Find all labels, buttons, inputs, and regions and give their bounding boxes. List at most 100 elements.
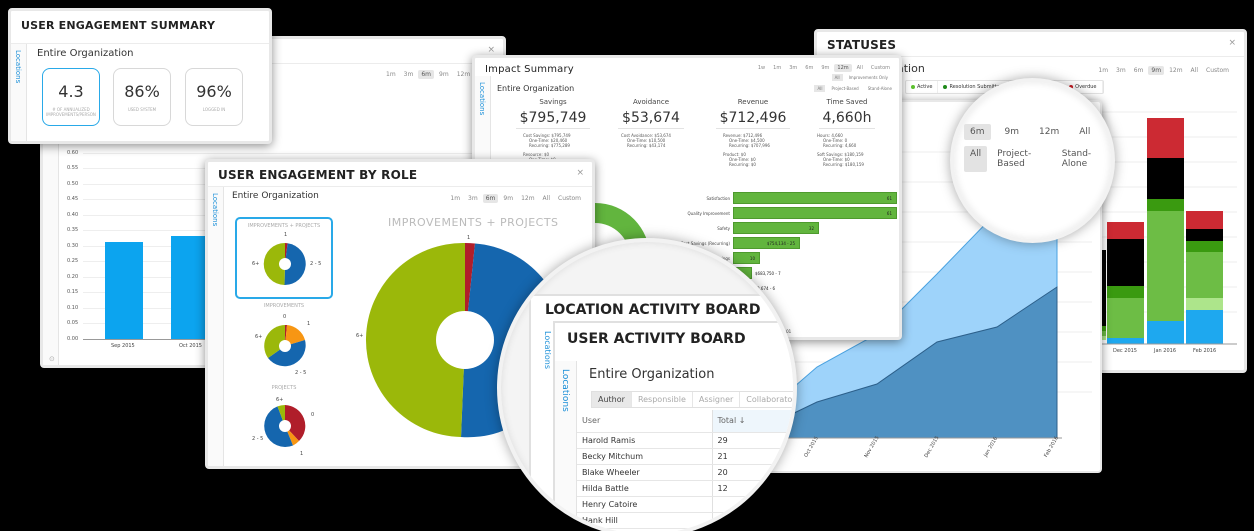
mini-chart-improvements-projects[interactable]: [235, 217, 333, 299]
range-12m[interactable]: 12m: [834, 64, 852, 72]
y-tick: 0.05: [67, 320, 79, 326]
column-header-user[interactable]: User: [577, 410, 712, 433]
divider: [208, 186, 592, 187]
table-row[interactable]: Becky Mitchum 21: [577, 448, 793, 465]
range-1m[interactable]: 1m: [1098, 67, 1109, 74]
tab-responsible[interactable]: Responsible: [632, 392, 693, 407]
impact-bar[interactable]: Satisfaction 61: [707, 192, 897, 204]
range-9m[interactable]: 9m: [1004, 127, 1020, 137]
y-tick: 0.10: [67, 305, 79, 311]
close-icon[interactable]: ×: [1228, 38, 1236, 48]
locations-tab[interactable]: Locations: [208, 187, 224, 466]
range-1m[interactable]: 1m: [450, 195, 461, 202]
locations-tab[interactable]: Locations: [11, 44, 27, 141]
locations-tab[interactable]: Locations: [543, 331, 552, 370]
range-12m[interactable]: 12m: [456, 71, 471, 78]
filter-project-based[interactable]: Project-Based: [831, 86, 859, 91]
range-12m[interactable]: 12m: [1169, 67, 1183, 74]
locations-sidebar[interactable]: Locations: [555, 361, 577, 531]
y-tick: 0.00: [67, 336, 79, 342]
column-header-total[interactable]: Total ↓: [711, 410, 793, 433]
filter-improvements-only[interactable]: Improvements Only: [848, 75, 888, 80]
table-row[interactable]: Harold Ramis 29: [577, 432, 793, 449]
range-9m[interactable]: 9m: [439, 71, 449, 78]
range-3m[interactable]: 3m: [1116, 67, 1126, 74]
range-all[interactable]: All: [856, 65, 863, 71]
filter-stand-alone[interactable]: Stand-Alone: [867, 86, 892, 91]
close-icon[interactable]: ×: [487, 45, 495, 55]
filter-all[interactable]: All: [814, 85, 826, 92]
engagement-summary-panel: USER ENGAGEMENT SUMMARY Locations Entire…: [8, 8, 272, 144]
mini-donut-2[interactable]: [263, 324, 307, 368]
table-row[interactable]: Hank Hill: [577, 512, 793, 529]
table-row[interactable]: Blake Wheeler 20: [577, 464, 793, 481]
mini-donut-3[interactable]: [263, 404, 307, 448]
range-all[interactable]: All: [542, 195, 550, 202]
role-tabs: Author Responsible Assigner Collaborator: [591, 391, 793, 408]
kpi-used-system[interactable]: 86% USED SYSTEM: [113, 68, 171, 126]
range-all[interactable]: All: [1190, 67, 1198, 74]
filter-all[interactable]: All: [831, 74, 843, 81]
filter-project-based[interactable]: Project-Based: [997, 149, 1032, 169]
mini-donut-1: [263, 242, 306, 286]
dot-icon: [911, 85, 915, 89]
impact-bar[interactable]: Safety 32: [717, 222, 819, 234]
y-tick: 0.35: [67, 227, 79, 233]
range-12m[interactable]: 12m: [521, 195, 535, 202]
range-custom[interactable]: Custom: [1104, 124, 1111, 140]
bar-oct-2015[interactable]: [171, 236, 211, 339]
range-6m[interactable]: 6m: [805, 65, 814, 71]
settings-icon[interactable]: ⊙: [49, 355, 55, 363]
locations-tab[interactable]: [43, 139, 59, 365]
kpi-improvements-per-person[interactable]: 4.3 # OF ANNUALIZED IMPROVEMENTS/PERSON: [42, 68, 100, 126]
range-3m[interactable]: 3m: [789, 65, 798, 71]
impact-bar[interactable]: Cost Savings (Recurring) $754,134 - 25: [681, 237, 800, 249]
x-label: Sep 2015: [111, 343, 135, 349]
range-9m[interactable]: 9m: [1148, 66, 1165, 75]
range-9m[interactable]: 9m: [821, 65, 830, 71]
board-title: LOCATION ACTIVITY BOARD: [545, 302, 761, 318]
range-9m[interactable]: 9m: [503, 195, 514, 202]
range-6m[interactable]: 6m: [418, 70, 435, 79]
org-label: Entire Organization: [37, 48, 134, 59]
panel-title: USER ENGAGEMENT SUMMARY: [21, 19, 216, 32]
zoomed-range-selector: 6m 9m 12m All Custom: [964, 124, 1111, 140]
table-row[interactable]: Henry Catoire: [577, 496, 793, 513]
user-activity-table: User Total ↓ Harold Ramis 29 Becky Mitchu…: [577, 410, 793, 529]
range-1m[interactable]: 1m: [386, 71, 396, 78]
filter-stand-alone[interactable]: Stand-Alone: [1061, 149, 1092, 169]
legend-item-active[interactable]: Active: [906, 81, 939, 93]
range-custom[interactable]: Custom: [558, 195, 581, 202]
panel-title: STATUSES: [827, 38, 897, 52]
bar-sep-2015[interactable]: [105, 242, 143, 339]
range-6m[interactable]: 6m: [482, 194, 499, 203]
range-1m[interactable]: 1m: [773, 65, 782, 71]
close-icon[interactable]: ×: [576, 168, 584, 178]
range-6m[interactable]: 6m: [964, 124, 991, 140]
range-3m[interactable]: 3m: [468, 195, 478, 202]
range-6m[interactable]: 6m: [1133, 67, 1144, 74]
range-all[interactable]: All: [1079, 127, 1091, 137]
y-tick: 0.15: [67, 289, 79, 295]
range-custom[interactable]: Custom: [1206, 67, 1229, 74]
table-row[interactable]: Hilda Battle 12: [577, 480, 793, 497]
main-chart-title: IMPROVEMENTS + PROJECTS: [388, 216, 559, 229]
impact-bar[interactable]: Time Savings10: [703, 252, 760, 264]
range-custom[interactable]: Custom: [870, 65, 890, 71]
mini-chart-title[interactable]: IMPROVEMENTS: [263, 303, 305, 309]
y-tick: 0.30: [67, 243, 79, 249]
range-3m[interactable]: 3m: [403, 71, 414, 78]
impact-bar[interactable]: Quality Improvement 61: [688, 207, 897, 219]
range-12m[interactable]: 12m: [1039, 127, 1060, 137]
tab-author[interactable]: Author: [592, 392, 632, 407]
x-label: Oct 2015: [179, 343, 202, 349]
y-tick: 0.60: [67, 150, 79, 156]
tab-assigner[interactable]: Assigner: [693, 392, 741, 407]
filter-all[interactable]: All: [964, 146, 988, 172]
panel-title: USER ENGAGEMENT BY ROLE: [218, 168, 418, 182]
mini-chart-title[interactable]: PROJECTS: [271, 385, 297, 391]
org-label: Entire Organization: [497, 84, 575, 93]
tab-collaborator[interactable]: Collaborator: [740, 392, 793, 407]
range-1w[interactable]: 1w: [757, 65, 766, 71]
kpi-logged-in[interactable]: 96% LOGGED IN: [185, 68, 243, 126]
